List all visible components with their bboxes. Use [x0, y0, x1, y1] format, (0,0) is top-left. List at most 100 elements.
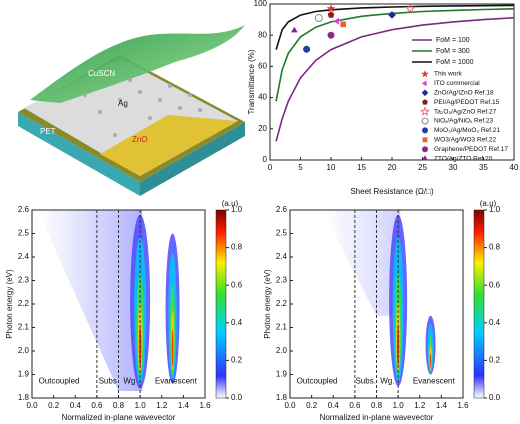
legend-label: Ta₂O₅/Ag/ZnO Ref.27: [434, 108, 497, 115]
region-label: Wg: [123, 377, 135, 386]
region-label: Outcoupled: [297, 377, 338, 386]
x-axis-label: Normalized in-plane wavevector: [62, 413, 176, 422]
y-tick-label: 2.5: [276, 229, 288, 238]
x-tick-label: 0: [268, 163, 273, 172]
x-tick-label: 1.2: [156, 401, 168, 410]
marker: [404, 2, 416, 14]
x-tick-label: 1.4: [436, 401, 448, 410]
x-tick-label: 0.4: [328, 401, 340, 410]
marker: [333, 17, 339, 25]
legend-swatch: [421, 70, 429, 78]
colorbar: [473, 209, 485, 399]
y-tick-label: 2.1: [18, 323, 30, 332]
x-tick-label: 1.0: [393, 401, 405, 410]
y-tick-label: 2.0: [18, 346, 30, 355]
intensity-streak: [429, 353, 432, 368]
x-tick-label: 0.8: [113, 401, 125, 410]
region-label: Subs.: [355, 377, 375, 386]
y-axis-label: Photon energy (eV): [263, 269, 272, 339]
layer-label: Ag: [118, 99, 128, 108]
x-tick-label: 1.6: [457, 401, 469, 410]
legend-swatch: [419, 106, 431, 116]
x-tick-label: 15: [357, 163, 366, 172]
region-label: Subs: [99, 377, 117, 386]
x-tick-label: 40: [510, 163, 519, 172]
legend-label: WO3/Ag/WO3 Ref.22: [434, 137, 497, 144]
intensity-field: [37, 210, 180, 391]
x-tick-label: 20: [388, 163, 397, 172]
y-tick-label: 100: [254, 0, 268, 8]
x-tick-label: 1.2: [414, 401, 426, 410]
y-tick-label: 2.1: [276, 323, 288, 332]
layer-label: PET: [40, 127, 56, 136]
x-tick-label: 0.0: [26, 401, 38, 410]
y-tick-label: 2.6: [276, 205, 288, 214]
x-axis-label: Normalized in-plane wavevector: [320, 413, 434, 422]
y-tick-label: 2.6: [18, 205, 30, 214]
legend-label: Graphene/PEDOT Ref.17: [434, 146, 508, 153]
x-tick-label: 1.6: [199, 401, 211, 410]
marker: [291, 26, 298, 33]
x-tick-label: 0.0: [284, 401, 296, 410]
y-tick-label: 80: [258, 30, 267, 39]
x-tick-label: 0.6: [91, 401, 103, 410]
y-tick-label: 2.5: [18, 229, 30, 238]
x-tick-label: 35: [479, 163, 488, 172]
y-tick-label: 0: [263, 155, 268, 164]
legend-label: FoM = 300: [436, 48, 470, 55]
marker: [327, 11, 335, 18]
device-schematic: CuSCN Ag ZnO PET: [18, 25, 245, 196]
x-tick-label: 1.0: [135, 401, 147, 410]
x-tick-label: 5: [298, 163, 303, 172]
layer-label: ZnO: [132, 135, 148, 144]
x-tick-label: 25: [418, 163, 427, 172]
colorbar-tick-label: 0.8: [489, 243, 501, 252]
y-tick-label: 2.2: [18, 299, 30, 308]
colorbar-tick-label: 0.4: [489, 318, 501, 327]
fom-curve: [275, 4, 515, 50]
x-tick-label: 1.4: [178, 401, 190, 410]
x-tick-label: 0.2: [48, 401, 60, 410]
cuscn-film: [30, 25, 245, 103]
y-tick-label: 1.9: [18, 370, 30, 379]
y-tick-label: 1.9: [276, 370, 288, 379]
legend-label: ZnO/Ag/IZnO Ref.18: [434, 90, 494, 97]
intensity-haze: [322, 210, 401, 316]
y-tick-label: 2.4: [276, 252, 288, 261]
colorbar-tick-label: 0.0: [489, 393, 501, 402]
layer-label: CuSCN: [88, 69, 115, 78]
legend-label: ITO commercial: [434, 80, 480, 87]
y-tick-label: 2.4: [18, 252, 30, 261]
region-label: Outcoupled: [39, 377, 80, 386]
colorbar-label: (a.u): [222, 199, 239, 208]
y-tick-label: 60: [258, 62, 267, 71]
marker: [303, 45, 311, 53]
legend-label: This work: [434, 71, 463, 78]
y-tick-label: 40: [258, 93, 267, 102]
region-label: Wg.: [380, 377, 394, 386]
marker: [326, 4, 336, 13]
legend-swatch: [422, 127, 428, 134]
y-tick-label: 2.2: [276, 299, 288, 308]
x-axis-label: Sheet Resistance (Ω/□): [350, 187, 434, 196]
intensity-streak: [171, 329, 174, 367]
colorbar-tick-label: 0.0: [231, 393, 243, 402]
colorbar-tick-label: 0.2: [231, 356, 243, 365]
legend-label: PEI/Ag/PEDOT Ref.15: [434, 99, 500, 106]
colorbar-tick-label: 0.8: [231, 243, 243, 252]
region-label: Evanescent: [413, 377, 456, 386]
legend-label: MoO₃/Ag/MoO₃ Ref.21: [434, 127, 500, 134]
x-tick-label: 0.2: [306, 401, 318, 410]
colorbar-tick-label: 0.2: [489, 356, 501, 365]
fom-curve: [275, 16, 515, 142]
y-axis-label: Photon energy (eV): [5, 269, 14, 339]
fom-curve: [275, 8, 515, 102]
marker: [314, 14, 323, 23]
zno-region: [100, 115, 238, 176]
legend-swatch: [421, 117, 429, 125]
colorbar-tick-label: 0.6: [489, 280, 501, 289]
y-tick-label: 2.3: [18, 276, 30, 285]
intensity-field: [322, 210, 436, 387]
intensity-haze: [37, 210, 143, 391]
